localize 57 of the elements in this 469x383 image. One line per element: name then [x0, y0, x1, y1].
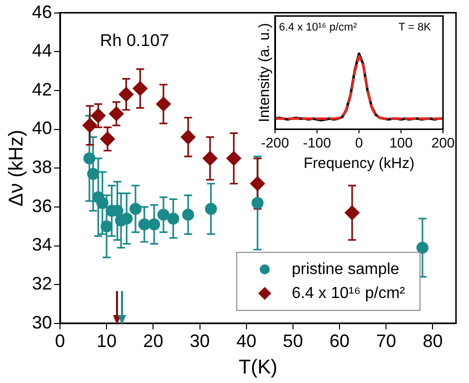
y-tick-label: 46 — [32, 2, 52, 22]
y-tick-label: 36 — [32, 196, 52, 216]
point — [82, 118, 98, 133]
y-tick-label: 32 — [32, 274, 52, 294]
annotation: 6.4 x 10¹⁶ p/cm² — [279, 22, 358, 34]
x-tick-label: 70 — [376, 331, 396, 352]
point — [129, 202, 142, 215]
x-tick-label: 50 — [282, 331, 303, 352]
point — [90, 108, 106, 123]
y-axis-title: Δν (kHz) — [6, 130, 28, 206]
point — [83, 152, 96, 164]
point — [96, 197, 108, 210]
point — [120, 212, 133, 225]
point — [202, 151, 218, 166]
point — [416, 242, 428, 254]
x-axis-title: Frequency (kHz) — [304, 155, 414, 172]
point — [148, 218, 160, 230]
annotation: Rh 0.107 — [100, 30, 170, 50]
point — [226, 151, 242, 166]
x-tick-label: 20 — [143, 331, 164, 352]
point — [167, 212, 180, 225]
point — [182, 208, 194, 221]
x-axis-title: T(K) — [238, 356, 278, 379]
y-axis-title: Intensity (a. u.) — [256, 22, 274, 122]
point — [157, 208, 170, 221]
point — [100, 132, 115, 146]
point — [118, 87, 134, 102]
x-tick-label: 80 — [422, 331, 443, 352]
point — [250, 176, 265, 191]
y-tick-label: 30 — [32, 312, 52, 332]
annotation: T = 8K — [398, 22, 432, 34]
y-tick-label: 38 — [32, 157, 52, 178]
x-tick-label: -100 — [302, 134, 332, 150]
y-tick-label: 34 — [32, 234, 52, 255]
x-tick-label: 200 — [431, 134, 455, 150]
point — [180, 130, 196, 144]
x-tick-label: -200 — [260, 134, 290, 150]
y-tick-label: 42 — [32, 79, 52, 100]
point — [138, 218, 150, 230]
x-tick-label: 60 — [330, 331, 350, 352]
x-tick-label: 100 — [389, 134, 413, 150]
point — [204, 202, 217, 215]
point — [109, 106, 124, 121]
point — [252, 197, 264, 210]
x-tick-label: 10 — [96, 331, 117, 352]
point — [344, 206, 360, 220]
point — [132, 81, 148, 96]
x-tick-label: 40 — [236, 331, 256, 352]
legend-label: pristine sample — [292, 260, 400, 278]
point — [87, 168, 100, 180]
x-tick-label: 0 — [355, 134, 364, 150]
point — [100, 220, 113, 232]
point — [156, 96, 171, 112]
legend-label: 6.4 x 10¹⁶ p/cm² — [292, 284, 406, 302]
x-tick-label: 30 — [190, 331, 210, 352]
y-tick-label: 44 — [32, 40, 52, 61]
x-tick-label: 0 — [55, 331, 66, 352]
